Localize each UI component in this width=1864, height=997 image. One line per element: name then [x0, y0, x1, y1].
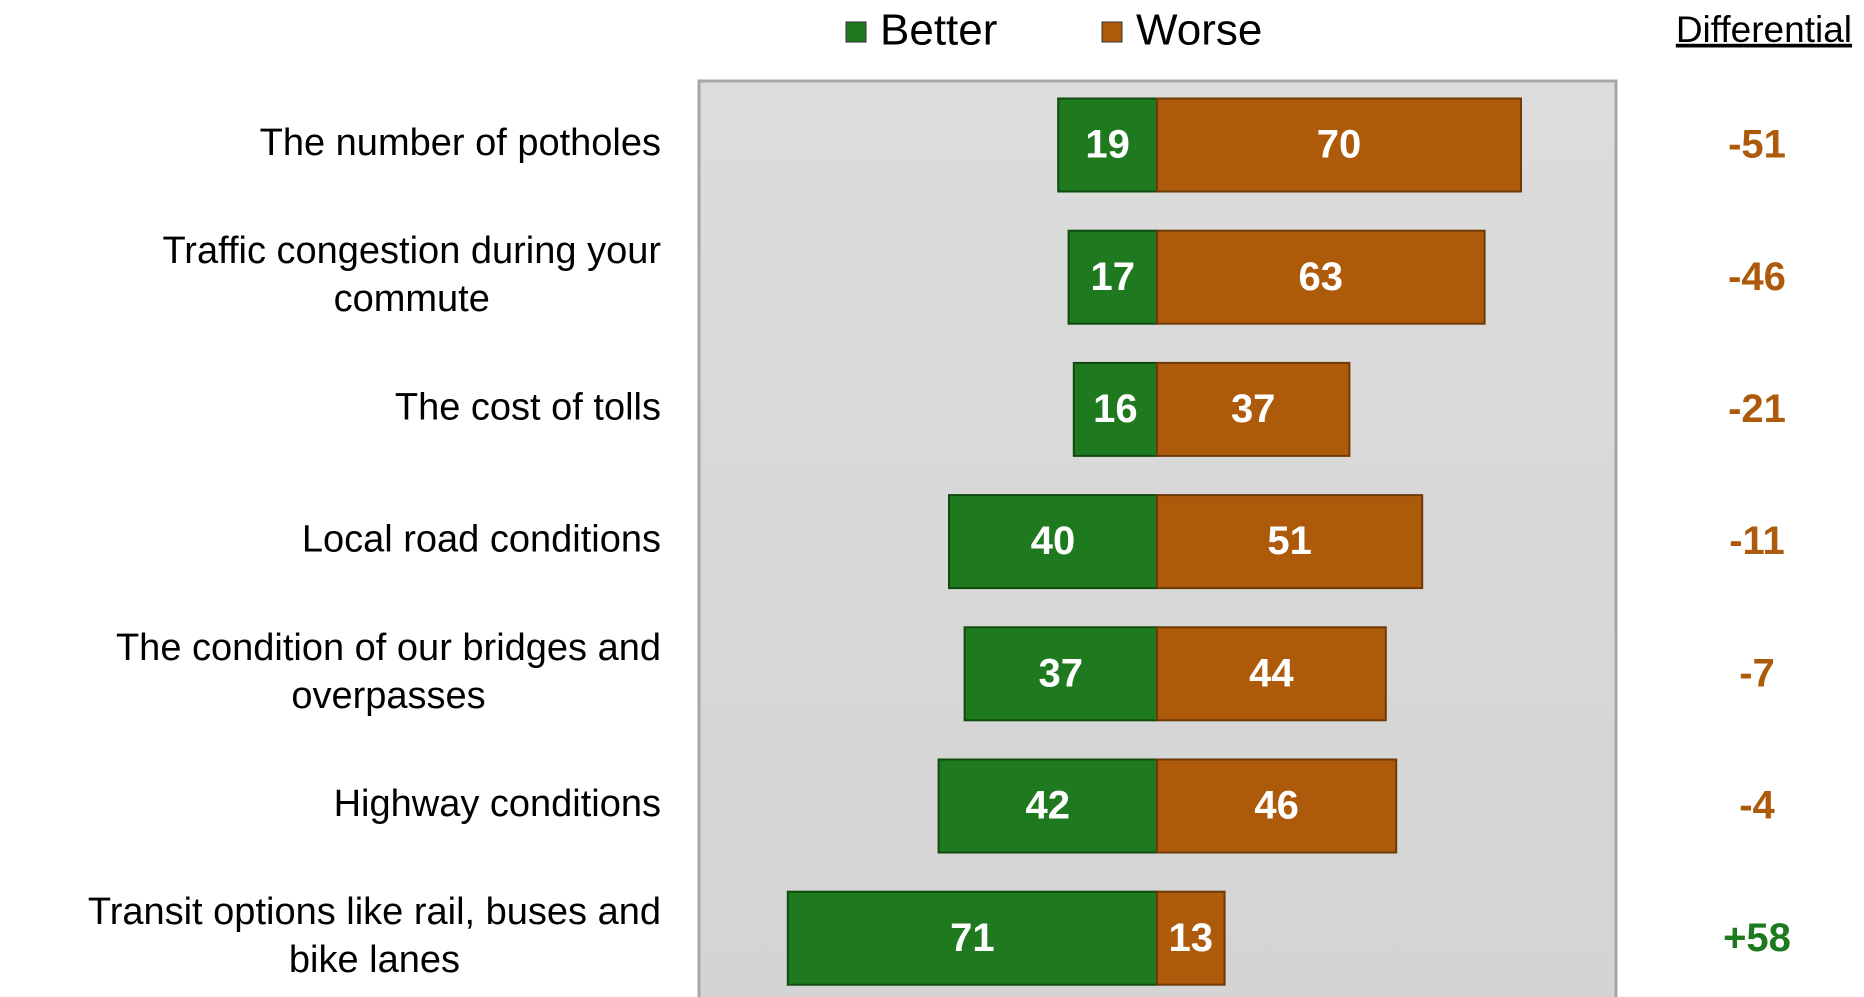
category-label: Traffic congestion during your commute	[163, 230, 662, 320]
bar-better	[937, 758, 1158, 854]
legend-swatch	[1101, 21, 1123, 43]
bar-label: 51	[1267, 519, 1312, 563]
differential-label: -7	[1739, 651, 1775, 695]
bar-better	[1067, 229, 1158, 325]
differential-label: -21	[1728, 387, 1786, 431]
bar-label: 70	[1317, 123, 1362, 167]
bar-label: 63	[1299, 255, 1344, 299]
bar-worse	[1156, 494, 1424, 590]
bar-label: 37	[1039, 651, 1084, 695]
differential-label: -46	[1728, 255, 1786, 299]
category-label: The number of potholes	[260, 122, 661, 164]
bar-worse	[1156, 97, 1522, 193]
category-label: The condition of our bridges and overpass…	[116, 627, 661, 717]
legend-label: Worse	[1136, 6, 1262, 55]
bar-worse	[1156, 890, 1226, 986]
bar-label: 13	[1169, 916, 1214, 960]
differential-label: +58	[1723, 916, 1791, 960]
legend-swatch	[845, 21, 867, 43]
bar-label: 40	[1031, 519, 1076, 563]
differential-title: Differential	[1676, 9, 1852, 50]
bar-label: 71	[950, 916, 995, 960]
bar-worse	[1156, 758, 1398, 854]
differential-label: -4	[1739, 784, 1775, 828]
bar-label: 16	[1093, 387, 1138, 431]
bar-label: 19	[1085, 123, 1130, 167]
bar-label: 46	[1254, 784, 1299, 828]
differential-label: -11	[1729, 519, 1785, 563]
bar-better	[786, 890, 1158, 986]
legend-label: Better	[880, 6, 997, 55]
bar-better	[1057, 97, 1158, 193]
bar-label: 37	[1231, 387, 1276, 431]
category-label: The cost of tolls	[395, 386, 661, 428]
differential-label: -51	[1728, 123, 1786, 167]
bar-worse	[1156, 361, 1351, 457]
bar-worse	[1156, 229, 1486, 325]
bar-label: 17	[1091, 255, 1136, 299]
category-label: Highway conditions	[334, 783, 661, 825]
category-label: Transit options like rail, buses and bike…	[88, 891, 661, 981]
bar-label: 42	[1026, 784, 1071, 828]
bar-label: 44	[1249, 651, 1294, 695]
category-label: Local road conditions	[302, 519, 661, 561]
bar-worse	[1156, 626, 1387, 722]
bar-better	[963, 626, 1158, 722]
